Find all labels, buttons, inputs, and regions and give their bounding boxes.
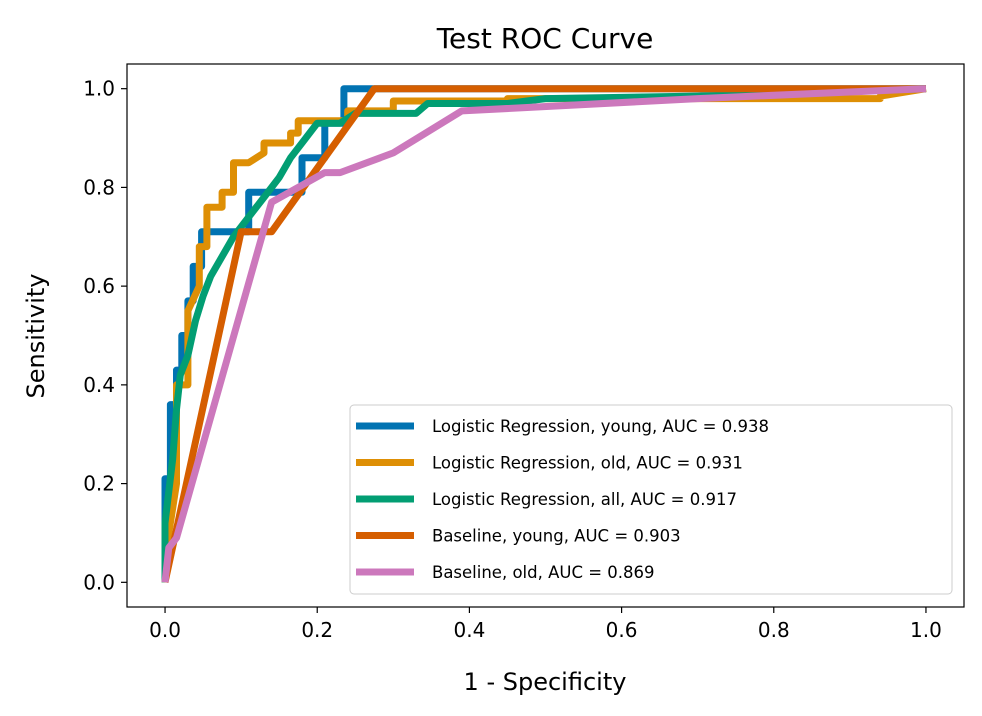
series-line-5 xyxy=(161,85,927,583)
y-tick-label: 0.0 xyxy=(83,570,115,594)
y-axis-label: Sensitivity xyxy=(22,274,50,399)
legend-label-1: Logistic Regression, young, AUC = 0.938 xyxy=(432,417,769,436)
x-tick-label: 0.8 xyxy=(758,618,790,642)
legend-label-2: Logistic Regression, old, AUC = 0.931 xyxy=(432,454,743,473)
x-tick-label: 0.2 xyxy=(301,618,333,642)
plot-frame xyxy=(126,63,965,608)
x-axis-ticks: 0.0 0.2 0.4 0.6 0.8 1.0 xyxy=(149,607,942,642)
legend-label-4: Baseline, young, AUC = 0.903 xyxy=(432,527,681,546)
y-tick-label: 1.0 xyxy=(83,77,115,101)
legend-label-5: Baseline, old, AUC = 0.869 xyxy=(432,563,655,582)
x-tick-label: 0.0 xyxy=(149,618,181,642)
y-tick-label: 0.4 xyxy=(83,373,115,397)
y-tick-label: 0.6 xyxy=(83,274,115,298)
x-tick-label: 0.6 xyxy=(606,618,638,642)
plot-lines xyxy=(161,85,927,584)
x-axis-label: 1 - Specificity xyxy=(464,668,627,696)
legend: Logistic Regression, young, AUC = 0.938 L… xyxy=(349,404,953,595)
y-tick-label: 0.8 xyxy=(83,175,115,199)
legend-label-3: Logistic Regression, all, AUC = 0.917 xyxy=(432,490,737,509)
series-line-4 xyxy=(161,85,926,584)
y-axis-ticks: 0.0 0.2 0.4 0.6 0.8 1.0 xyxy=(83,77,127,594)
series-line-3 xyxy=(161,85,927,583)
legend-box xyxy=(349,404,953,595)
series-line-2 xyxy=(161,85,927,583)
x-tick-label: 0.4 xyxy=(454,618,486,642)
x-tick-label: 1.0 xyxy=(910,618,942,642)
chart-title: Test ROC Curve xyxy=(436,22,654,55)
y-tick-label: 0.2 xyxy=(83,472,115,496)
